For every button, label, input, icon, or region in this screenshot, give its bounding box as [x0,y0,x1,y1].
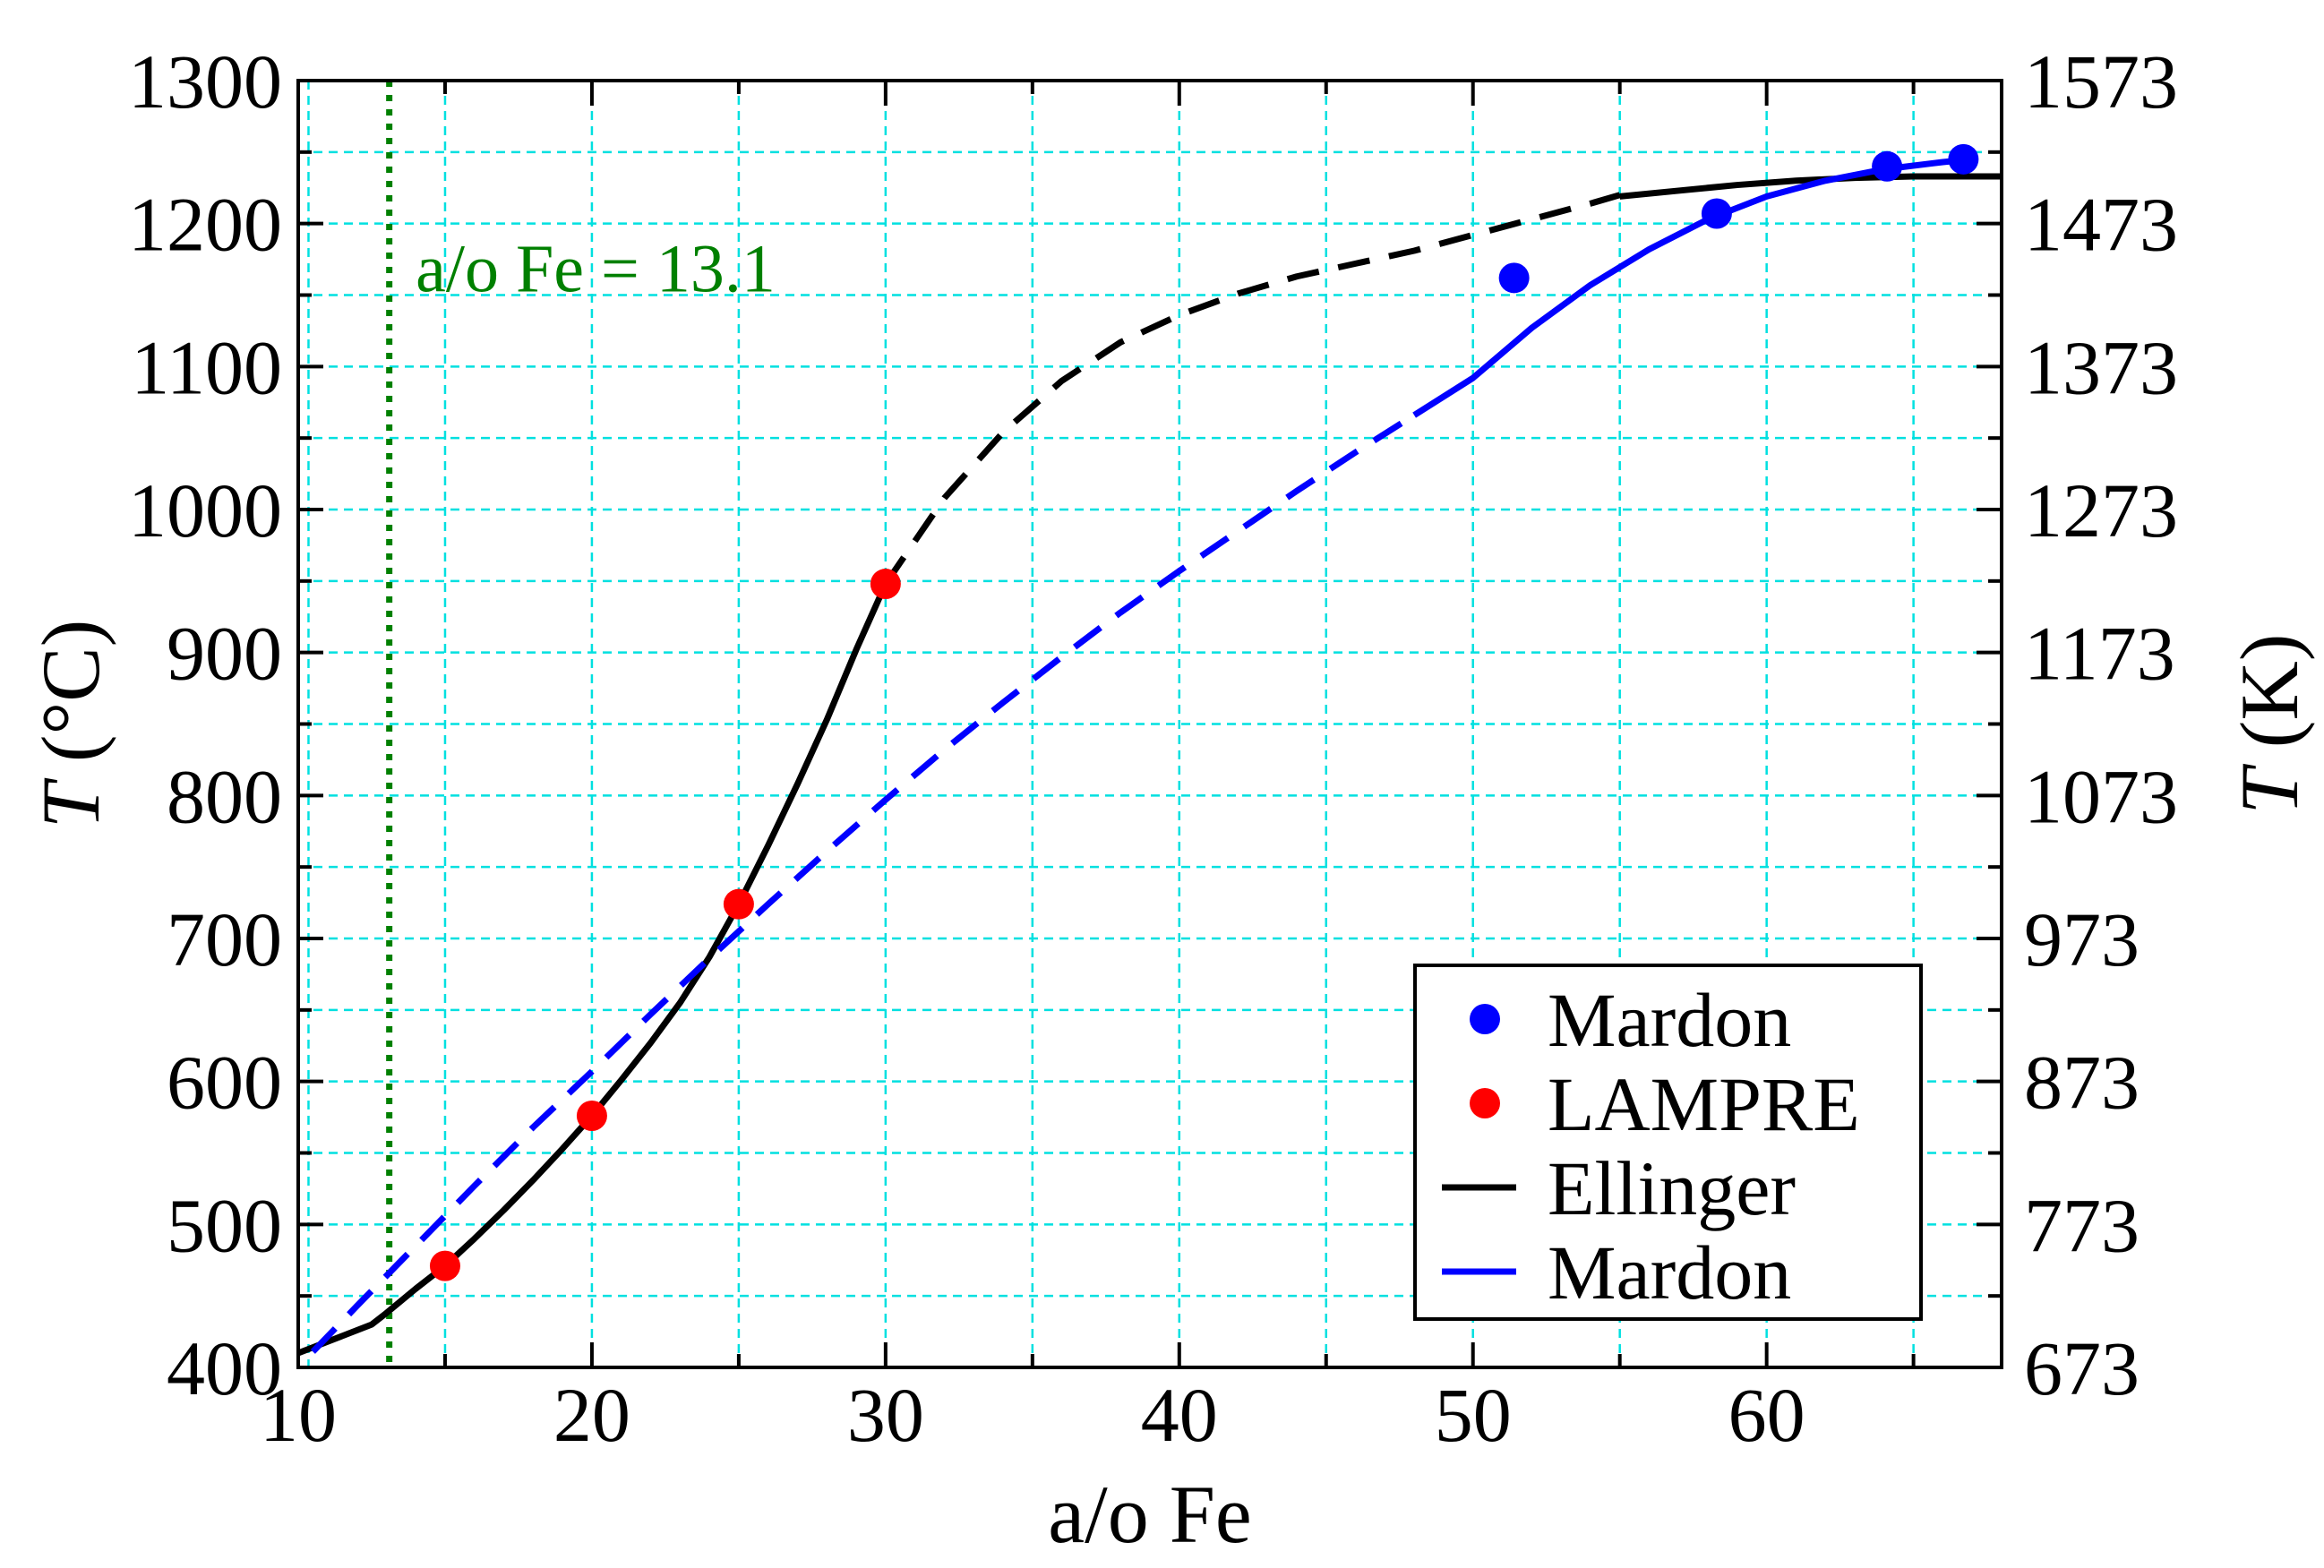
axis-ticks: 10 20 30 40 50 60 400 673 500 773 600 873 700 973 800 1… [128,39,2178,1458]
y-tick-label-left: 1300 [128,39,282,124]
y-tick-label-right: 973 [2024,896,2140,982]
y-tick-label-right: 873 [2024,1040,2140,1126]
x-tick-label: 10 [260,1372,337,1458]
data-point-mardon [1872,150,1903,182]
x-tick-label: 40 [1141,1372,1218,1458]
y-axis-title-right-symbol: T [2224,763,2315,814]
y-tick-label-right: 1373 [2024,324,2178,410]
y-tick-label-right: 773 [2024,1182,2140,1268]
x-tick-label: 20 [553,1372,630,1458]
y-tick-label-left: 1100 [131,324,282,410]
y-tick-label-left: 700 [167,896,282,982]
legend-label-mardon-line: Mardon [1548,1230,1791,1315]
x-axis-title: a/o Fe [1048,1469,1251,1560]
y-tick-label-right: 1473 [2024,182,2178,268]
series-group [296,143,2002,1357]
y-tick-label-left: 800 [167,753,282,839]
legend-marker-mardon-circle [1470,1004,1500,1034]
y-tick-label-right: 673 [2024,1325,2140,1411]
y-tick-label-left: 1000 [128,467,282,553]
x-tick-label: 50 [1435,1372,1512,1458]
y-axis-title-left-symbol: T [25,777,116,828]
x-tick-label: 60 [1728,1372,1805,1458]
data-point-lampre [576,1100,607,1131]
data-point-mardon [1498,262,1530,294]
data-point-mardon [1948,143,1979,175]
data-point-mardon [1701,198,1732,229]
legend-marker-lampre-circle [1470,1088,1500,1118]
y-axis-title-right: T (K) [2224,634,2315,815]
annotation-label: a/o Fe = 13.1 [416,232,776,307]
y-axis-title-left-unit: (°C) [25,620,116,783]
y-tick-label-right: 1173 [2024,611,2175,697]
series-line [882,192,1621,587]
series-line [296,582,889,1357]
legend-label-mardon-circle: Mardon [1548,977,1791,1063]
y-axis-title-right-unit: (K) [2224,634,2315,769]
y-tick-label-left: 1200 [128,182,282,268]
data-point-lampre [870,569,901,600]
legend-box [1413,964,1923,1321]
y-tick-label-right: 1273 [2024,467,2178,553]
y-tick-label-right: 1073 [2024,753,2178,839]
data-point-lampre [429,1250,460,1281]
data-point-lampre [723,888,754,920]
y-tick-label-left: 600 [167,1040,282,1126]
series-line [310,412,1417,1354]
legend-label-lampre-circle: LAMPRE [1548,1061,1860,1147]
legend-label-ellinger-line: Ellinger [1548,1145,1796,1231]
y-tick-label-right: 1573 [2024,39,2178,124]
x-tick-label: 30 [847,1372,924,1458]
y-tick-label-left: 900 [167,611,282,697]
y-axis-title-left: T (°C) [25,620,116,829]
y-tick-label-left: 400 [167,1325,282,1411]
y-tick-label-left: 500 [167,1182,282,1268]
